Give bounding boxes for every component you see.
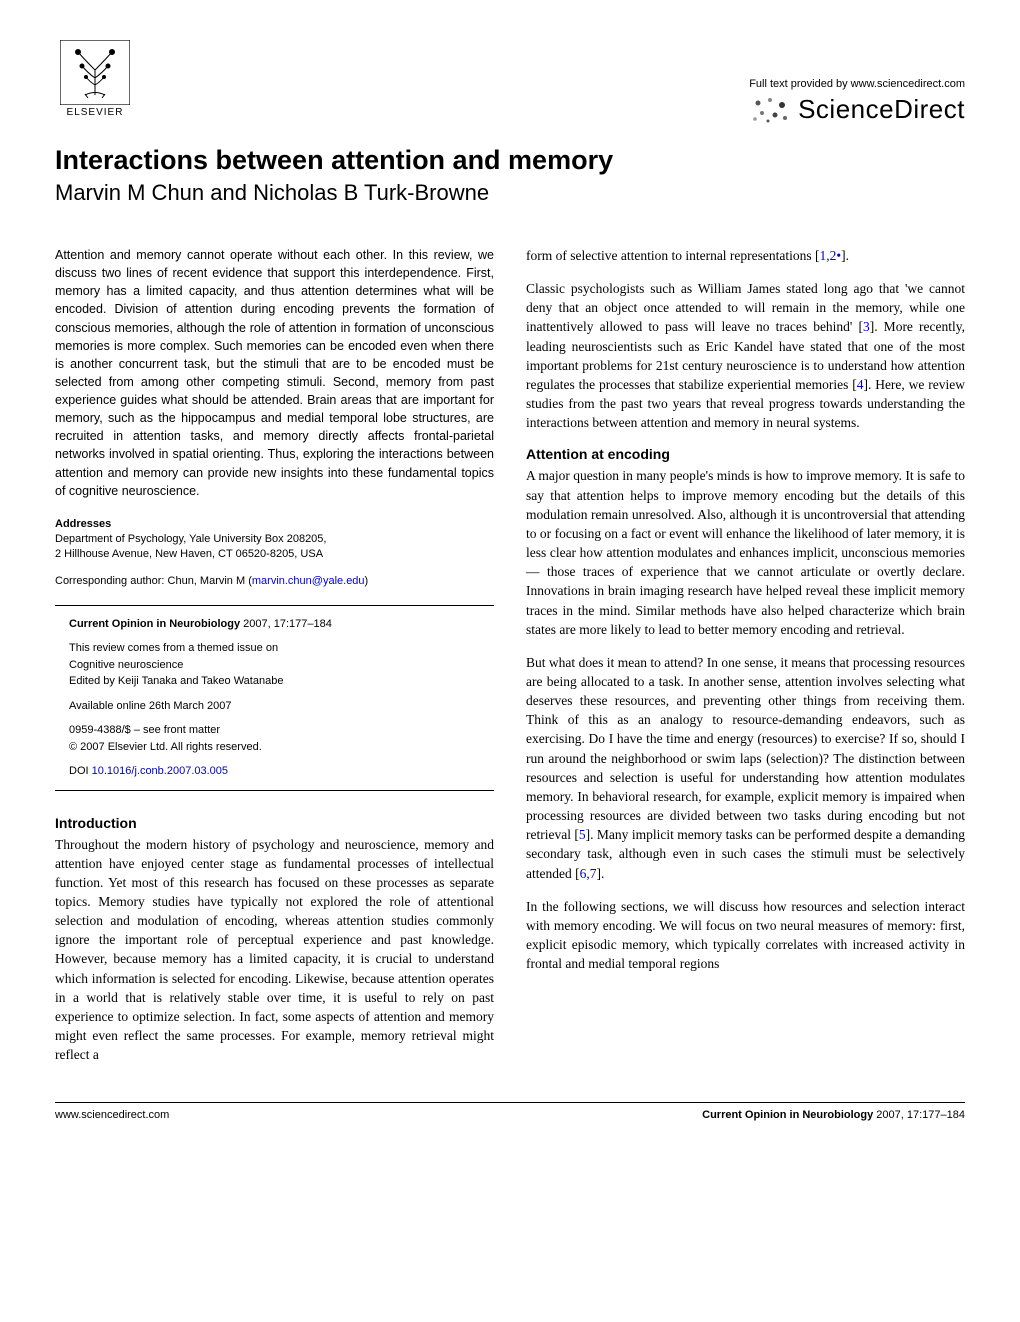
front-matter-2: © 2007 Elsevier Ltd. All rights reserved… [69, 741, 262, 753]
ref-link-5[interactable]: 5 [579, 827, 586, 842]
footer-left: www.sciencedirect.com [55, 1109, 169, 1121]
abstract-text: Attention and memory cannot operate with… [55, 246, 494, 500]
citation-line: Current Opinion in Neurobiology 2007, 17… [69, 616, 494, 633]
introduction-p1: Throughout the modern history of psychol… [55, 835, 494, 1065]
footer-rest: 2007, 17:177–184 [873, 1109, 965, 1121]
elsevier-tree-icon [60, 40, 130, 105]
doi-prefix: DOI [69, 765, 92, 777]
doi-link[interactable]: 10.1016/j.conb.2007.03.005 [92, 765, 228, 777]
two-column-layout: Attention and memory cannot operate with… [55, 246, 965, 1078]
ref-link-3[interactable]: 3 [863, 319, 870, 334]
themed-issue-block: This review comes from a themed issue on… [69, 640, 494, 690]
doi-line: DOI 10.1016/j.conb.2007.03.005 [69, 763, 494, 780]
intro-cont-prefix: form of selective attention to internal … [526, 248, 820, 263]
page-footer: www.sciencedirect.com Current Opinion in… [55, 1102, 965, 1121]
themed-line-1: This review comes from a themed issue on [69, 642, 278, 654]
citation-journal: Current Opinion in Neurobiology [69, 618, 240, 630]
encoding-p2: But what does it mean to attend? In one … [526, 653, 965, 883]
themed-line-2: Cognitive neuroscience [69, 659, 183, 671]
sciencedirect-text: ScienceDirect [798, 94, 965, 125]
page-header: ELSEVIER Full text provided by www.scien… [55, 40, 965, 125]
sd-provided-text: Full text provided by www.sciencedirect.… [749, 78, 965, 90]
article-authors: Marvin M Chun and Nicholas B Turk-Browne [55, 180, 965, 206]
sd-logo-row: ScienceDirect [749, 94, 965, 125]
corresponding-email-link[interactable]: marvin.chun@yale.edu [252, 575, 365, 587]
encoding-p3: In the following sections, we will discu… [526, 897, 965, 974]
enc-p2-c: ]. [596, 866, 604, 881]
intro-cont-suffix: ]. [841, 248, 849, 263]
left-column: Attention and memory cannot operate with… [55, 246, 494, 1078]
sciencedirect-block: Full text provided by www.sciencedirect.… [749, 78, 965, 125]
elsevier-label: ELSEVIER [67, 107, 124, 118]
sciencedirect-icon [750, 95, 790, 125]
themed-line-3: Edited by Keiji Tanaka and Takeo Watanab… [69, 675, 283, 687]
introduction-heading: Introduction [55, 815, 494, 831]
address-line-2: 2 Hillhouse Avenue, New Haven, CT 06520-… [55, 548, 323, 560]
front-matter-block: 0959-4388/$ – see front matter © 2007 El… [69, 722, 494, 755]
intro-continuation: form of selective attention to internal … [526, 246, 965, 265]
elsevier-logo: ELSEVIER [55, 40, 135, 125]
corresponding-prefix: Corresponding author: Chun, Marvin M ( [55, 575, 252, 587]
corresponding-suffix: ) [365, 575, 369, 587]
citation-info-box: Current Opinion in Neurobiology 2007, 17… [55, 605, 494, 791]
citation-rest: 2007, 17:177–184 [240, 618, 332, 630]
front-matter-1: 0959-4388/$ – see front matter [69, 724, 220, 736]
address-line-1: Department of Psychology, Yale Universit… [55, 533, 326, 545]
footer-journal: Current Opinion in Neurobiology [702, 1109, 873, 1121]
corresponding-author: Corresponding author: Chun, Marvin M (ma… [55, 575, 494, 587]
available-online: Available online 26th March 2007 [69, 698, 494, 715]
article-title: Interactions between attention and memor… [55, 145, 965, 176]
encoding-heading: Attention at encoding [526, 446, 965, 462]
encoding-p1: A major question in many people's minds … [526, 466, 965, 638]
ref-link-6-7[interactable]: 6,7 [580, 866, 597, 881]
addresses-text: Department of Psychology, Yale Universit… [55, 532, 494, 563]
addresses-heading: Addresses [55, 518, 494, 530]
intro-p2: Classic psychologists such as William Ja… [526, 279, 965, 432]
footer-right: Current Opinion in Neurobiology 2007, 17… [702, 1109, 965, 1121]
right-column: form of selective attention to internal … [526, 246, 965, 1078]
enc-p2-a: But what does it mean to attend? In one … [526, 655, 965, 842]
ref-link-1-2[interactable]: 1,2• [820, 248, 842, 263]
